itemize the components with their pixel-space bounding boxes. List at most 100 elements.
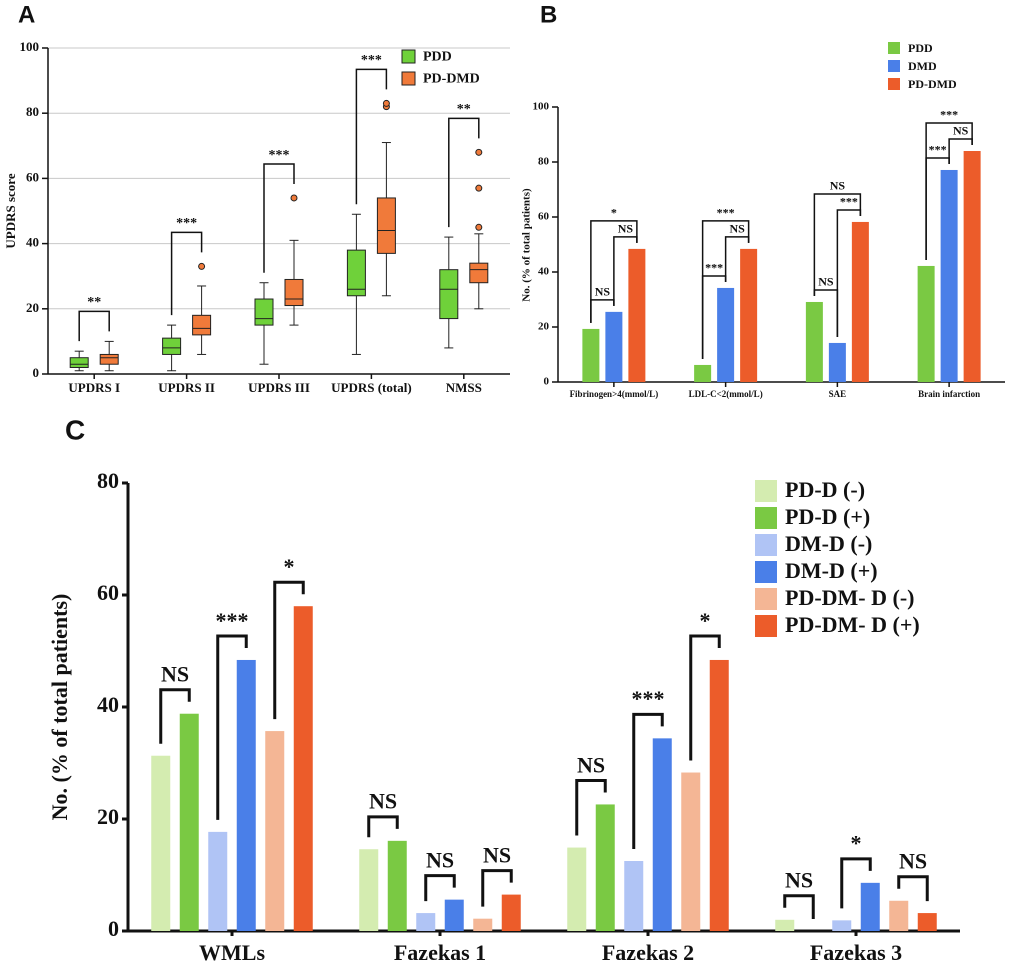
significance-bracket <box>840 857 872 909</box>
y-tick-label: 100 <box>533 101 550 113</box>
significance-bracket <box>159 688 191 744</box>
significance-bracket <box>355 68 388 205</box>
legend-label: PDD <box>423 50 452 65</box>
legend-swatch <box>755 534 777 556</box>
x-tick-label: WMLs <box>199 940 265 965</box>
bar <box>828 342 846 382</box>
significance-bracket <box>367 815 399 838</box>
significance-label: *** <box>717 205 735 219</box>
y-tick-label: 20 <box>26 300 39 315</box>
bar <box>582 328 600 382</box>
outlier <box>382 99 390 107</box>
legend-label: DM-D (-) <box>785 531 872 556</box>
significance-label: *** <box>361 53 382 68</box>
panel-a: A UPDRS score 0 20 40 60 80 100 UPDRS I ** UPDRS I… <box>3 1 510 395</box>
significance-label: *** <box>705 261 723 275</box>
outlier <box>475 148 483 156</box>
bar <box>860 882 880 931</box>
legend-label: DMD <box>908 59 937 73</box>
panel-b: B No. (% of total patients) 0 20 40 60 80 100 Fi… <box>521 1 1005 399</box>
significance-label: *** <box>216 608 249 633</box>
bar <box>501 894 521 931</box>
y-tick-label: 80 <box>97 468 119 493</box>
significance-label: NS <box>161 662 189 687</box>
significance-label: NS <box>785 868 813 893</box>
bar <box>293 606 313 931</box>
significance-bracket <box>481 869 513 907</box>
y-tick-label: 20 <box>538 321 550 333</box>
bar <box>740 248 758 382</box>
bar <box>208 831 228 931</box>
box <box>69 357 89 368</box>
significance-label: NS <box>577 752 605 777</box>
bar <box>940 169 958 382</box>
significance-bracket <box>424 874 456 902</box>
bar <box>628 248 646 382</box>
bar <box>151 755 171 931</box>
significance-label: NS <box>953 124 969 138</box>
significance-bracket <box>701 220 750 359</box>
outlier <box>290 194 298 202</box>
y-tick-label: 80 <box>26 104 39 119</box>
x-tick-label: NMSS <box>446 380 482 395</box>
outlier <box>475 184 483 192</box>
significance-label: NS <box>729 221 745 235</box>
bar <box>963 151 981 382</box>
bar <box>359 849 379 931</box>
legend-swatch <box>401 49 416 64</box>
significance-label: *** <box>632 686 665 711</box>
y-tick-label: 40 <box>538 266 550 278</box>
significance-bracket <box>897 875 929 902</box>
legend-label: PD-DM- D (-) <box>785 585 915 610</box>
panel-label: C <box>65 414 85 445</box>
y-tick-label: 100 <box>20 39 40 54</box>
significance-label: NS <box>818 275 834 289</box>
y-tick-label: 60 <box>538 211 550 223</box>
bar <box>416 913 436 931</box>
x-tick-label: UPDRS I <box>68 380 120 395</box>
x-tick-label: Fazekas 3 <box>810 940 902 965</box>
box <box>99 353 119 365</box>
bar <box>717 287 735 382</box>
legend-swatch <box>888 60 900 72</box>
significance-label: *** <box>940 108 958 122</box>
y-axis-label: No. (% of total patients) <box>521 188 533 302</box>
significance-bracket <box>216 634 248 820</box>
bar <box>567 847 587 931</box>
significance-bracket <box>78 310 110 342</box>
legend-label: PD-D (-) <box>785 477 865 502</box>
significance-label: ** <box>87 295 101 310</box>
significance-label: * <box>851 831 862 856</box>
box <box>469 262 489 284</box>
y-axis-label: No. (% of total patients) <box>47 594 72 821</box>
significance-bracket <box>689 634 721 761</box>
legend-label: PD-DMD <box>423 72 480 87</box>
significance-bracket <box>170 231 203 316</box>
bar <box>917 913 937 931</box>
significance-label: *** <box>840 195 858 209</box>
significance-bracket <box>813 193 862 296</box>
legend-swatch <box>755 615 777 637</box>
y-axis-label: UPDRS score <box>3 173 18 248</box>
legend-swatch <box>888 42 900 54</box>
x-tick-label: UPDRS III <box>248 380 310 395</box>
significance-bracket <box>575 778 607 836</box>
significance-label: NS <box>899 849 927 874</box>
significance-label: ** <box>457 102 471 117</box>
legend-label: PDD <box>908 41 933 55</box>
x-tick-label: UPDRS (total) <box>331 380 412 395</box>
outlier <box>475 223 483 231</box>
panel-label: A <box>18 1 35 28</box>
box <box>346 249 366 297</box>
significance-bracket <box>448 117 480 228</box>
significance-bracket <box>273 580 305 720</box>
x-tick-label: Fazekas 2 <box>602 940 694 965</box>
legend-label: PD-D (+) <box>785 504 870 529</box>
significance-label: * <box>700 608 711 633</box>
x-tick-label: Brain infarction <box>918 389 980 399</box>
x-tick-label: LDL-C<2(mmol/L) <box>689 389 763 399</box>
bar <box>681 772 701 931</box>
y-tick-label: 20 <box>97 804 119 829</box>
significance-label: NS <box>618 221 634 235</box>
